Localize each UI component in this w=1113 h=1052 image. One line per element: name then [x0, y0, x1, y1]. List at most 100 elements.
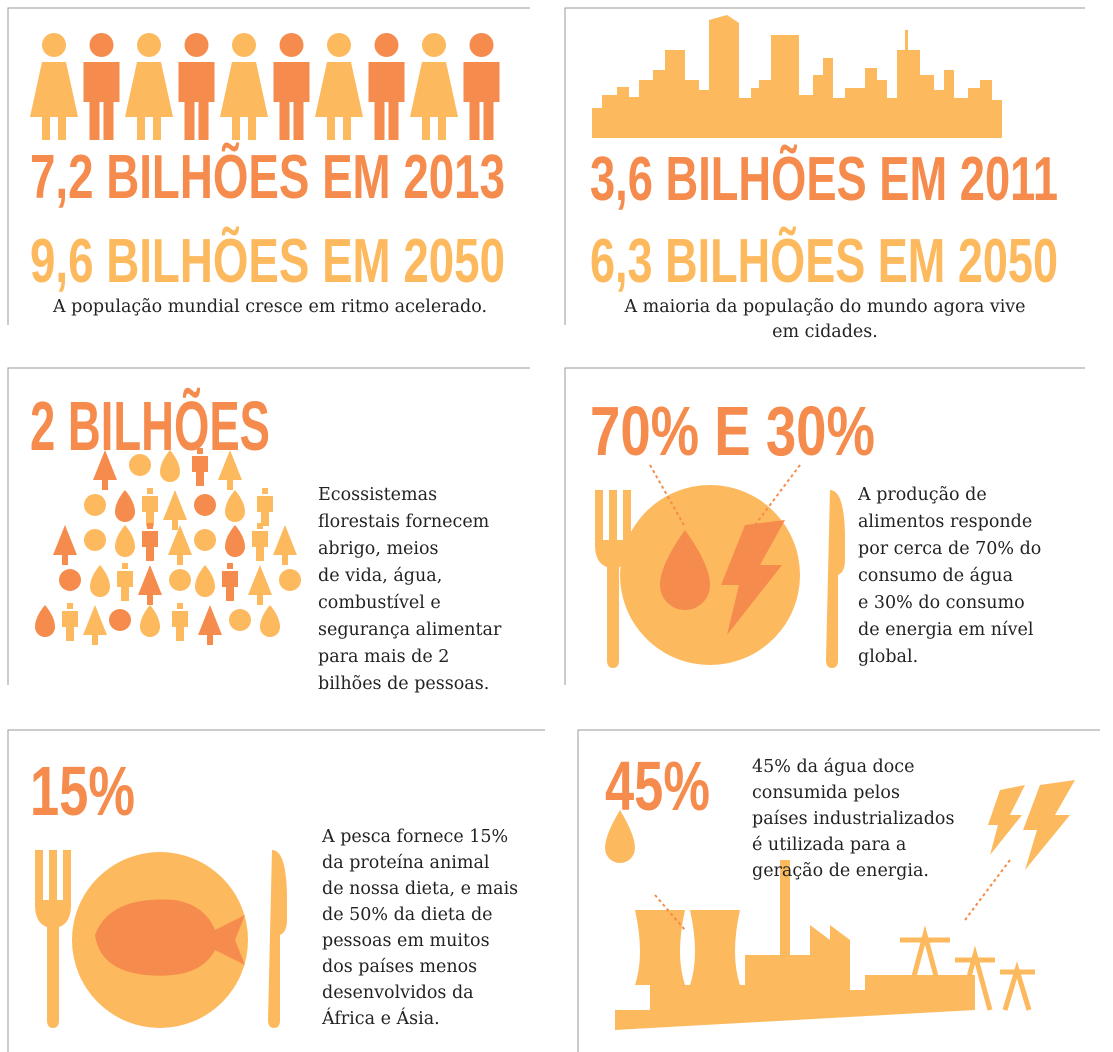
person — [172, 603, 188, 641]
person-head — [232, 33, 256, 57]
tree — [109, 609, 131, 631]
body-text: geração de energia. — [752, 861, 929, 881]
woman-icon — [30, 62, 78, 140]
body-text: segurança alimentar — [318, 620, 502, 640]
body-text: global. — [858, 647, 918, 667]
tree — [194, 529, 216, 551]
person — [192, 448, 208, 486]
frames — [7, 7, 1100, 1052]
person-head — [279, 33, 304, 57]
leaf — [140, 605, 160, 637]
headline: 15% — [30, 752, 135, 830]
leaf — [115, 490, 135, 522]
tree — [279, 569, 301, 591]
panel: 15% A pesca fornece 15% da proteína animal… — [30, 752, 518, 1029]
tree — [248, 565, 272, 605]
headline: 70% E 30% — [590, 392, 875, 470]
tree — [273, 525, 297, 565]
person-head — [422, 33, 446, 57]
body-text: de energia em nível — [858, 620, 1034, 640]
body-text: consumida pelos — [752, 783, 900, 803]
body-text: alimentos responde — [858, 512, 1032, 532]
panel: 70% E 30% A produção de alimentos responde… — [590, 392, 1041, 667]
body-text: de nossa dieta, e mais — [322, 879, 518, 899]
leaf — [260, 605, 280, 637]
tree — [59, 569, 81, 591]
person — [142, 523, 158, 561]
body-text: África e Ásia. — [321, 1008, 440, 1029]
body-text: países industrializados — [752, 809, 954, 829]
woman-icon — [220, 62, 268, 140]
body-text: A maioria da população do mundo agora vi… — [623, 297, 1025, 317]
forest-icons — [35, 448, 301, 645]
body-text: abrigo, meios — [318, 539, 439, 559]
tree — [93, 450, 117, 490]
man-icon — [463, 62, 500, 140]
body-text: A pesca fornece 15% — [321, 827, 508, 847]
panel: 3,6 BILHÕES EM 2011 6,3 BILHÕES EM 2050A … — [590, 145, 1058, 342]
tree — [229, 609, 251, 631]
tree — [138, 565, 162, 605]
body-text: dos países menos — [322, 957, 477, 977]
body-text: A população mundial cresce em ritmo acel… — [52, 297, 487, 317]
body-text: em cidades. — [772, 322, 878, 342]
person-head — [374, 33, 399, 57]
headline: 45% — [605, 747, 710, 825]
leaf — [90, 565, 110, 597]
tree — [84, 529, 106, 551]
tree — [53, 525, 77, 565]
leaf — [195, 565, 215, 597]
person-head — [469, 33, 494, 57]
tree — [84, 494, 106, 516]
panel: 45% 45% da água doce consumida pelos países… — [605, 747, 954, 881]
body-text: da proteína animal — [322, 853, 490, 873]
person-head — [89, 33, 114, 57]
woman-icon — [125, 62, 173, 140]
leaf — [115, 525, 135, 557]
man-icon — [178, 62, 215, 140]
tree — [129, 454, 151, 476]
leaf — [160, 450, 180, 482]
body-text: é utilizada para a — [752, 835, 906, 855]
headline: 2 BILHÕES — [30, 387, 270, 465]
tree — [169, 569, 191, 591]
woman-icon — [315, 62, 363, 140]
person-head — [42, 33, 66, 57]
person-head — [137, 33, 161, 57]
leaf — [225, 525, 245, 557]
headline: 3,6 BILHÕES EM 2011 — [590, 145, 1058, 214]
body-text: de 50% da dieta de — [322, 905, 493, 925]
body-text: consumo de água — [858, 566, 1013, 586]
person — [142, 488, 158, 526]
body-text: por cerca de 70% do — [858, 539, 1041, 559]
body-text: 45% da água doce — [752, 757, 914, 777]
woman-icon — [410, 62, 458, 140]
tree — [218, 450, 242, 490]
tree — [163, 490, 187, 530]
body-text: de vida, água, — [318, 566, 442, 586]
plate-fish — [35, 850, 287, 1028]
panel: 7,2 BILHÕES EM 2013 9,6 BILHÕES EM 2050A … — [30, 143, 505, 317]
person — [222, 563, 238, 601]
person-head — [184, 33, 209, 57]
body-text: pessoas em muitos — [322, 931, 490, 951]
body-text: combustível e — [318, 593, 441, 613]
man-icon — [368, 62, 405, 140]
body-text: A produção de — [857, 485, 987, 505]
skyline — [592, 15, 1002, 138]
power-plant — [605, 780, 1075, 1030]
body-text: desenvolvidos da — [322, 983, 474, 1003]
tree — [168, 525, 192, 565]
plate-water-energy — [595, 464, 845, 668]
body-text: florestais fornecem — [318, 512, 490, 532]
leaf — [225, 490, 245, 522]
body-text: para mais de 2 — [318, 647, 449, 667]
person — [62, 603, 78, 641]
leaf — [35, 605, 55, 637]
people-icons — [30, 33, 500, 140]
headline: 9,6 BILHÕES EM 2050 — [30, 227, 505, 296]
body-text: bilhões de pessoas. — [318, 674, 489, 694]
headline: 7,2 BILHÕES EM 2013 — [30, 143, 505, 212]
man-icon — [83, 62, 120, 140]
